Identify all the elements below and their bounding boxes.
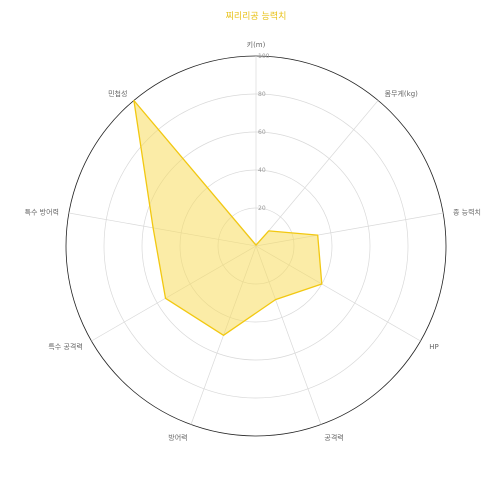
radar-series-layer (133, 99, 323, 336)
radial-tick-label: 80 (258, 91, 266, 98)
axis-label: 특수 방어력 (25, 207, 59, 216)
radar-labels: 키(m) 몸무게(kg) 종 능력치 HP 공격력 방어력 특수 공격력 특수 방어력 민첩성 (25, 40, 481, 442)
axis-label: 몸무게(kg) (385, 89, 419, 98)
radial-tick-label: 20 (258, 205, 266, 212)
axis-spoke (255, 100, 379, 247)
axis-label: 방어력 (168, 433, 187, 442)
axis-label: 민첩성 (108, 89, 127, 98)
series-polygon (133, 99, 323, 336)
chart-title: 찌리리공 능력치 (226, 10, 287, 22)
axis-label: 특수 공격력 (48, 343, 82, 351)
axis-label: 종 능력치 (453, 207, 481, 216)
axis-label: HP (429, 343, 439, 351)
axis-label: 키(m) (247, 40, 266, 49)
radial-tick-label: 40 (258, 167, 266, 174)
radial-tick-label: 60 (258, 129, 266, 136)
axis-label: 공격력 (324, 434, 343, 442)
radial-tick-label: 100 (258, 53, 270, 60)
